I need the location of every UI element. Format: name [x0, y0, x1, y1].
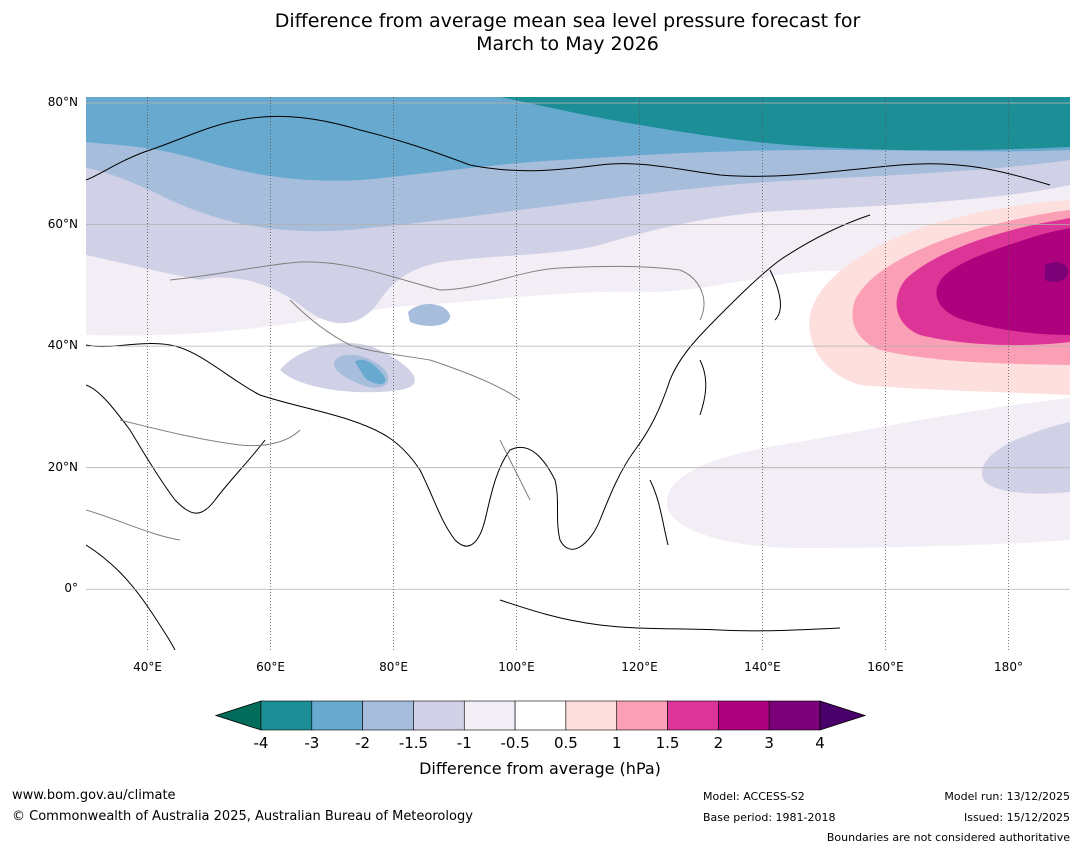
- colorbar-segment: [362, 700, 414, 731]
- model-run-date: Model run: 13/12/2025: [944, 790, 1070, 803]
- colorbar-segment: [768, 700, 821, 731]
- anomaly-patch-plus-3: [1045, 262, 1068, 283]
- colorbar-tick-label: -4: [253, 734, 269, 752]
- longitude-label: 180°: [994, 660, 1023, 674]
- latitude-gridlines: [86, 102, 1070, 590]
- base-period: Base period: 1981-2018: [703, 811, 836, 824]
- map-area: [86, 97, 1070, 650]
- colorbar-segment: [413, 700, 465, 731]
- colorbar-over-arrow: [819, 700, 867, 731]
- latitude-label: 60°N: [47, 216, 78, 231]
- colorbar-title: Difference from average (hPa): [419, 759, 661, 778]
- colorbar-segment: [565, 700, 618, 731]
- longitude-label: 40°E: [133, 660, 162, 674]
- model-name: Model: ACCESS-S2: [703, 790, 805, 803]
- anomaly-patch-minus-1-tropical: [666, 398, 1070, 548]
- colorbar-segment: [616, 700, 668, 731]
- colorbar-tick-label: 0.5: [553, 734, 578, 752]
- colorbar-tick-label: 2: [713, 734, 724, 752]
- issued-date: Issued: 15/12/2025: [963, 811, 1070, 824]
- colorbar-tick-label: -2: [355, 734, 371, 752]
- map-title-line-1: Difference from average mean sea level p…: [274, 10, 861, 32]
- anomaly-patch-plus-2: [936, 228, 1070, 335]
- map-title: Difference from average mean sea level p…: [0, 10, 1081, 56]
- latitude-label: 80°N: [47, 95, 78, 110]
- map-title-line-2: March to May 2026: [476, 33, 659, 55]
- colorbar-segment: [514, 700, 567, 731]
- colorbar-tick-label: -1: [456, 734, 472, 752]
- longitude-label: 60°E: [256, 660, 285, 674]
- colorbar-segments: [214, 700, 867, 731]
- copyright-text: © Commonwealth of Australia 2025, Austra…: [12, 809, 473, 824]
- latitude-label: 0°: [64, 581, 78, 596]
- colorbar-tick-label: 1.5: [655, 734, 680, 752]
- anomaly-patch-minus-3: [355, 359, 386, 384]
- colorbar-segment: [260, 700, 313, 731]
- coastlines: [86, 115, 1051, 650]
- website-link[interactable]: www.bom.gov.au/climate: [12, 788, 176, 803]
- longitude-gridlines: [147, 97, 1009, 650]
- colorbar-tick-label: -3: [304, 734, 320, 752]
- colorbar-segment: [718, 700, 770, 731]
- colorbar-segment: [463, 700, 516, 731]
- longitude-label: 80°E: [379, 660, 408, 674]
- colorbar-segment: [667, 700, 719, 731]
- country-boundaries: [86, 261, 705, 541]
- colorbar-tick-label: 3: [764, 734, 774, 752]
- colorbar-tick-label: 1: [611, 734, 622, 752]
- longitude-label: 120°E: [621, 660, 658, 674]
- longitude-label: 160°E: [867, 660, 904, 674]
- longitude-label: 140°E: [744, 660, 781, 674]
- latitude-label: 40°N: [47, 338, 78, 353]
- latitude-label: 20°N: [47, 459, 78, 474]
- boundaries-disclaimer: Boundaries are not considered authoritat…: [826, 831, 1070, 844]
- longitude-label: 100°E: [498, 660, 535, 674]
- anomaly-patch-minus-2-west: [408, 304, 451, 326]
- anomaly-band-minus-4: [500, 97, 1070, 151]
- anomaly-patch-minus-1-5-tropical: [981, 422, 1070, 494]
- colorbar-under-arrow: [214, 700, 262, 731]
- colorbar-segment: [311, 700, 363, 731]
- colorbar-tick-label: -1.5: [398, 734, 429, 752]
- colorbar-tick-label: -0.5: [500, 734, 530, 752]
- colorbar-tick-label: 4: [815, 734, 825, 752]
